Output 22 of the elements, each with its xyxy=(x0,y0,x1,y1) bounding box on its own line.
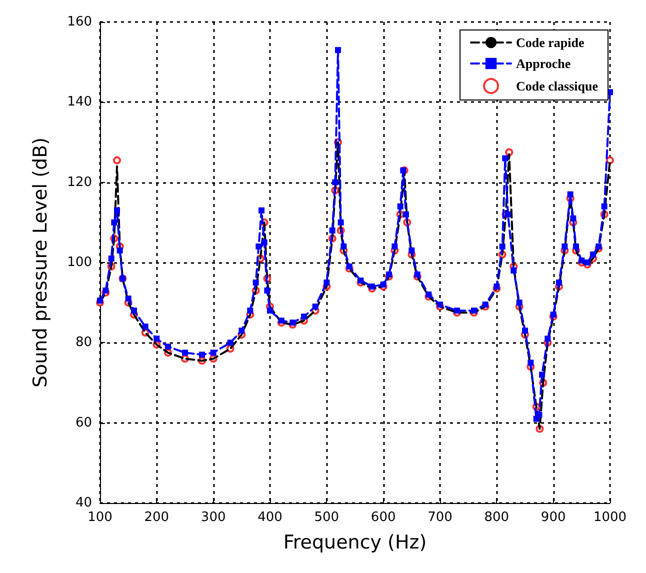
x-tick-label: 600 xyxy=(370,510,396,525)
y-tick-label: 80 xyxy=(75,335,92,350)
legend-label: Code rapide xyxy=(516,35,584,50)
y-tick-label: 140 xyxy=(67,94,92,110)
legend-label: Approche xyxy=(516,56,571,71)
y-tick-label: 100 xyxy=(67,255,92,270)
x-tick-label: 400 xyxy=(258,510,282,525)
x-tick-label: 500 xyxy=(314,510,340,525)
x-axis-title: Frequency (Hz) xyxy=(283,532,427,554)
x-tick-label: 300 xyxy=(200,510,226,525)
y-tick-label: 160 xyxy=(67,14,92,30)
y-axis-title: Sound pressure Level (dB) xyxy=(30,137,52,388)
x-tick-label: 100 xyxy=(88,510,112,525)
legend-label: Code classique xyxy=(516,78,598,94)
x-tick-label: 200 xyxy=(144,510,170,525)
y-tick-label: 40 xyxy=(75,496,92,510)
x-tick-label: 700 xyxy=(428,510,452,525)
x-tick-label: 1000 xyxy=(593,510,627,525)
x-tick-label: 800 xyxy=(484,510,510,525)
y-tick-label: 60 xyxy=(75,415,92,430)
x-tick-label: 900 xyxy=(540,510,566,525)
y-tick-label: 120 xyxy=(67,174,92,190)
